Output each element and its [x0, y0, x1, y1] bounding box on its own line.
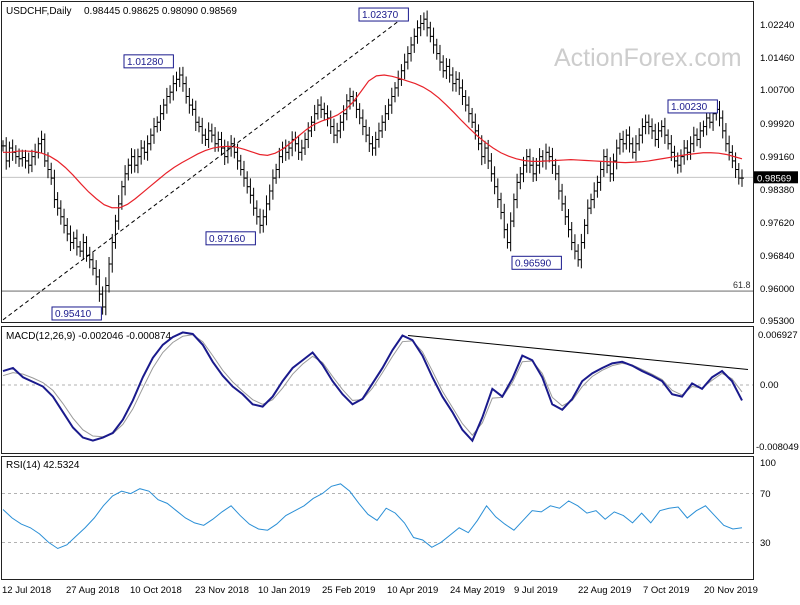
- price-y-tick: 1.00700: [760, 85, 794, 96]
- annotation-box: [51, 306, 102, 321]
- price-annotation: 1.01280: [123, 54, 174, 69]
- price-y-tick: 1.02240: [760, 20, 794, 31]
- price-trendline: [2, 13, 409, 321]
- rsi-lines: [2, 483, 753, 550]
- price-guides: [2, 176, 753, 292]
- x-tick-label: 23 Nov 2018: [195, 585, 249, 596]
- price-header-ohlc: 0.98445 0.98625 0.98090 0.98569: [84, 6, 237, 17]
- macd-y-tick: 0.006927: [758, 330, 798, 341]
- trendlines: [2, 13, 409, 321]
- x-tick-label: 10 Oct 2018: [130, 585, 182, 596]
- annotation-box: [358, 7, 409, 22]
- price-y-tick: 0.99920: [760, 119, 794, 130]
- last-price-marker: 0.98569: [754, 171, 798, 184]
- rsi-y-axis: 100 70 30: [760, 458, 776, 549]
- macd-y-tick: 0.00: [760, 380, 779, 391]
- annotation-text: 1.01280: [127, 57, 164, 68]
- macd-y-axis: 0.006927 0.00 -0.008049: [756, 330, 799, 453]
- macd-y-tick: -0.008049: [756, 442, 799, 453]
- macd-panel: [1, 326, 754, 454]
- annotation-text: 0.95410: [55, 309, 92, 320]
- price-y-tick: 0.97620: [760, 218, 794, 229]
- price-annotations: 0.95410 1.01280 0.97160 1.02370 0.96590 1.002…: [51, 7, 718, 321]
- rsi-panel: [1, 456, 754, 580]
- macd-line: [2, 331, 743, 443]
- price-annotation: 0.95410: [51, 306, 102, 321]
- x-axis: 12 Jul 2018 27 Aug 2018 10 Oct 2018 23 N…: [2, 585, 758, 596]
- price-bars: [1, 10, 744, 316]
- rsi-y-tick: 70: [760, 489, 771, 500]
- price-annotation: 1.02370: [358, 7, 409, 22]
- x-tick-label: 9 Jul 2019: [514, 585, 558, 596]
- price-y-tick: 0.98380: [760, 185, 794, 196]
- price-y-axis: 1.02240 1.01460 1.00700 0.99920 0.99160 …: [760, 20, 794, 327]
- rsi-line: [2, 483, 743, 550]
- x-tick-label: 25 Feb 2019: [322, 585, 375, 596]
- macd-lines: [2, 331, 753, 443]
- rsi-y-tick: 30: [760, 538, 771, 549]
- x-tick-label: 20 Nov 2019: [704, 585, 758, 596]
- price-y-tick: 0.96000: [760, 284, 794, 295]
- macd-signal-line: [2, 334, 743, 438]
- x-tick-label: 27 Aug 2018: [66, 585, 119, 596]
- annotation-box: [205, 231, 256, 246]
- annotation-box: [511, 255, 562, 270]
- price-bar: [740, 169, 744, 187]
- macd-trendline: [407, 335, 749, 371]
- price-y-tick: 0.96840: [760, 251, 794, 262]
- annotation-box: [667, 99, 718, 114]
- ma-line: [3, 74, 743, 209]
- price-y-tick: 0.95300: [760, 316, 794, 327]
- price-y-tick: 1.01460: [760, 53, 794, 64]
- annotation-box: [123, 54, 174, 69]
- price-y-tick: 0.99160: [760, 152, 794, 163]
- macd-label: MACD(12,26,9) -0.002046 -0.000874: [6, 331, 172, 342]
- moving-average: [3, 74, 743, 209]
- annotation-text: 0.96590: [515, 258, 552, 269]
- annotation-text: 1.02370: [362, 10, 399, 21]
- watermark: ActionForex.com: [554, 44, 742, 72]
- x-tick-label: 7 Oct 2019: [643, 585, 689, 596]
- price-annotation: 0.96590: [511, 255, 562, 270]
- last-price-box: [754, 171, 798, 184]
- fib-level-label: 61.8: [733, 280, 751, 290]
- last-price-label: 0.98569: [757, 173, 791, 184]
- annotation-text: 0.97160: [209, 234, 246, 245]
- x-tick-label: 10 Jan 2019: [258, 585, 310, 596]
- x-tick-label: 22 Aug 2019: [578, 585, 631, 596]
- annotation-text: 1.00230: [671, 102, 708, 113]
- x-tick-label: 24 May 2019: [450, 585, 505, 596]
- rsi-y-tick: 100: [760, 458, 776, 469]
- price-header-symbol: USDCHF,Daily: [6, 6, 72, 17]
- rsi-label: RSI(14) 42.5324: [6, 460, 80, 471]
- x-tick-label: 10 Apr 2019: [387, 585, 438, 596]
- x-tick-label: 12 Jul 2018: [2, 585, 51, 596]
- price-annotation: 0.97160: [205, 231, 256, 246]
- price-annotation: 1.00230: [667, 99, 718, 114]
